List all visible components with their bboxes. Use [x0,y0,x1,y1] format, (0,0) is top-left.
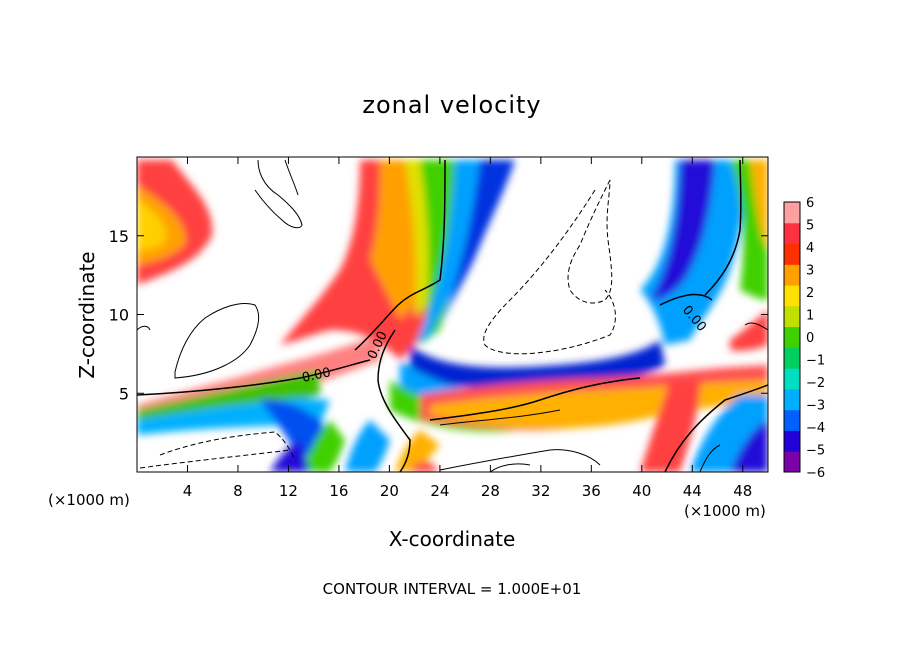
y-tick-label: 5 [119,384,129,403]
colorbar-segment [784,222,800,245]
colorbar-segment [784,347,800,369]
colorbar-label: 5 [806,219,814,234]
colorbar-segment [784,326,800,348]
colorbar-segment [784,451,800,473]
x-tick-label: 12 [279,482,298,500]
colorbar-segment [784,243,800,265]
y-tick-label: 15 [109,227,129,246]
colorbar-label: 0 [806,331,814,346]
colorbar-segment [784,430,800,452]
x-tick-label: 20 [380,482,399,500]
colorbar-label: 1 [806,309,814,324]
x-tick-label: 16 [329,482,348,500]
contour-lines [137,159,768,472]
chart-title: zonal velocity [362,91,541,119]
x-tick-label: 36 [582,482,601,500]
x-unit-label: (×1000 m) [48,491,130,509]
x-tick-label: 28 [481,482,500,500]
x-tick-label: 32 [531,482,550,500]
colorbar-frame [783,201,801,473]
colorbar-label: 6 [806,196,814,211]
colorbar-segment [784,264,800,286]
y-axis-label: Z-coordinate [75,251,99,378]
x-tick-label: 4 [183,482,193,500]
colorbar-label: −6 [806,466,825,481]
colorbar-segment [784,368,800,390]
colorbar-label: 2 [806,286,814,301]
y-axis: 5 10 15 [109,227,768,403]
colorbar-segment [784,202,800,224]
x-axis: 4 8 12 16 20 24 28 32 36 40 44 48 [183,157,752,500]
contour-label: 0.00 [301,365,332,386]
colorbar-segment [784,409,800,431]
colorbar-segment [784,285,800,307]
y-tick-label: 10 [109,306,129,325]
x-axis-label: X-coordinate [389,527,516,551]
colorbar-label: −2 [806,376,825,391]
x-tick-label: 8 [233,482,243,500]
colorbar-label: −1 [806,354,825,369]
x-tick-label: 48 [733,482,752,500]
x-tick-label: 40 [632,482,651,500]
colorbar: 6 5 4 3 2 1 0 −1 −2 −3 −4 −5 −6 [783,196,825,481]
colorbar-label: −3 [806,399,825,414]
colorbar-segment [784,388,800,411]
x-tick-label: 44 [683,482,702,500]
colorbar-segment [784,305,800,328]
colorbar-label: 4 [806,241,814,256]
x-unit-label-right: (×1000 m) [684,502,766,520]
colorbar-label: 3 [806,264,814,279]
x-tick-label: 24 [430,482,449,500]
velocity-field [137,160,768,472]
colorbar-label: −5 [806,444,825,459]
contour-interval-note: CONTOUR INTERVAL = 1.000E+01 [323,580,582,598]
colorbar-label: −4 [806,421,825,436]
